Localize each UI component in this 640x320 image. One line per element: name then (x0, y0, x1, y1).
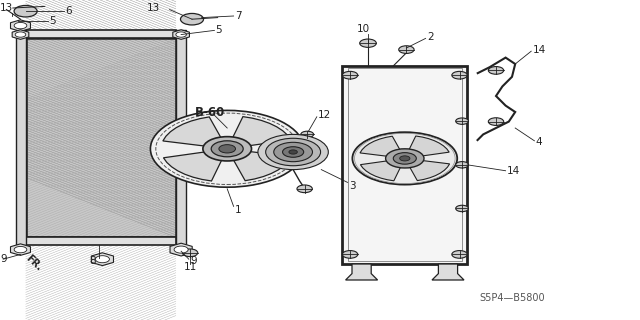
Text: 6: 6 (65, 6, 72, 16)
Text: 13: 13 (147, 3, 160, 13)
Circle shape (342, 71, 358, 79)
Circle shape (342, 251, 358, 258)
Bar (176, 30, 186, 245)
Polygon shape (173, 30, 189, 39)
Circle shape (488, 118, 504, 125)
Text: 14: 14 (507, 166, 520, 176)
Polygon shape (232, 116, 291, 146)
Circle shape (353, 132, 457, 185)
Circle shape (283, 147, 304, 157)
Circle shape (452, 251, 467, 258)
Circle shape (456, 162, 468, 168)
Circle shape (14, 5, 37, 17)
Polygon shape (432, 264, 464, 280)
Circle shape (297, 185, 312, 193)
Polygon shape (409, 160, 450, 180)
Polygon shape (92, 253, 113, 266)
Text: 12: 12 (318, 110, 332, 120)
Polygon shape (360, 161, 401, 181)
Polygon shape (163, 117, 222, 147)
Circle shape (394, 153, 417, 164)
Circle shape (182, 249, 198, 257)
Text: 10: 10 (356, 24, 369, 34)
Circle shape (386, 149, 424, 168)
Text: S5P4—B5800: S5P4—B5800 (479, 292, 545, 303)
Circle shape (95, 256, 109, 263)
Text: 7: 7 (235, 11, 241, 21)
Text: 9: 9 (0, 254, 6, 264)
Circle shape (14, 246, 27, 253)
Circle shape (399, 46, 414, 53)
Polygon shape (12, 30, 29, 39)
Text: 11: 11 (184, 262, 197, 272)
Text: B-60: B-60 (195, 106, 225, 118)
Bar (26, 38, 176, 237)
Text: 3: 3 (349, 180, 355, 191)
Text: 4: 4 (536, 137, 542, 148)
Circle shape (15, 32, 26, 37)
Circle shape (400, 156, 410, 161)
Bar (342, 66, 467, 264)
Circle shape (274, 142, 312, 162)
Circle shape (180, 13, 204, 25)
Bar (348, 68, 462, 261)
Circle shape (488, 67, 504, 74)
Circle shape (456, 205, 468, 212)
Polygon shape (10, 244, 31, 255)
Circle shape (150, 110, 304, 187)
Circle shape (176, 32, 186, 37)
Text: 8: 8 (90, 256, 96, 266)
Circle shape (289, 150, 298, 154)
Text: 13: 13 (0, 3, 13, 13)
Circle shape (258, 134, 328, 170)
Circle shape (14, 22, 27, 29)
Polygon shape (346, 264, 378, 280)
Circle shape (266, 138, 321, 166)
Bar (26, 237, 176, 245)
Bar (26, 38, 176, 237)
Text: 5: 5 (49, 16, 56, 26)
Circle shape (203, 137, 252, 161)
Polygon shape (170, 243, 192, 256)
Circle shape (174, 246, 188, 253)
Circle shape (456, 118, 468, 124)
Polygon shape (163, 151, 223, 181)
Polygon shape (10, 20, 31, 31)
Circle shape (452, 71, 467, 79)
Text: 2: 2 (427, 32, 433, 42)
Circle shape (211, 141, 243, 157)
Circle shape (219, 145, 236, 153)
Polygon shape (408, 136, 449, 156)
Polygon shape (360, 136, 401, 156)
Text: 5: 5 (216, 25, 222, 36)
Text: 1: 1 (235, 204, 241, 215)
Bar (26, 30, 176, 38)
Text: FR.: FR. (24, 253, 44, 273)
Circle shape (360, 39, 376, 47)
Text: 14: 14 (532, 44, 546, 55)
Bar (16, 30, 26, 245)
Circle shape (301, 131, 314, 138)
Text: 9: 9 (190, 256, 196, 266)
Polygon shape (232, 151, 292, 181)
